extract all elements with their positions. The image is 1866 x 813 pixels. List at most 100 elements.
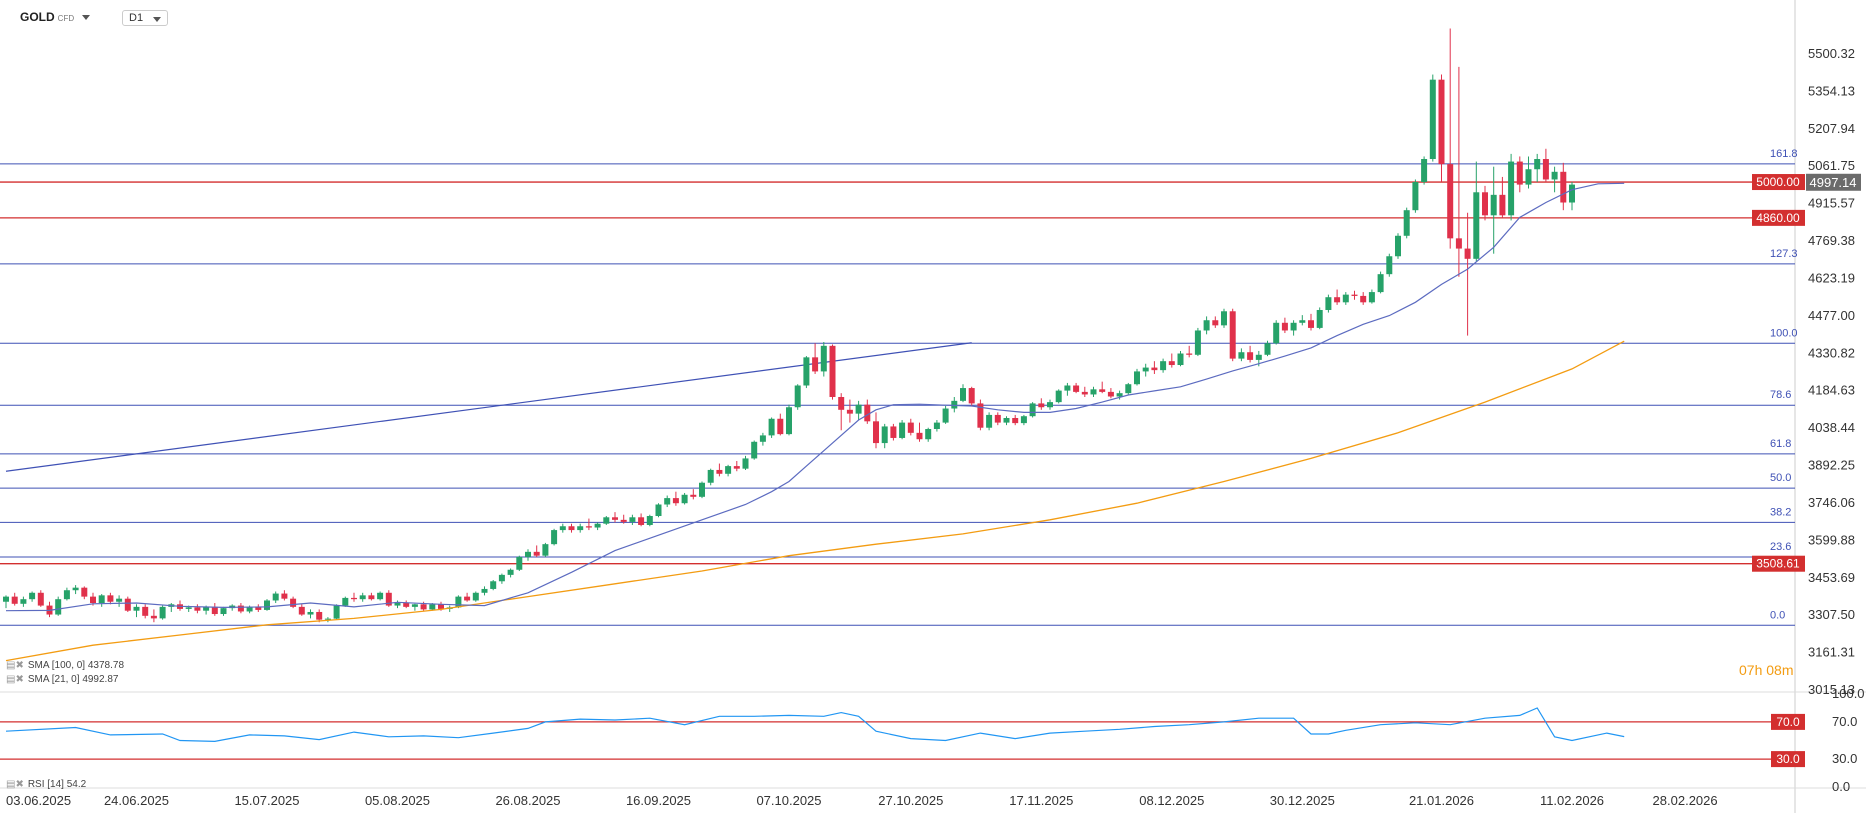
candle-body — [568, 526, 575, 531]
candle-body — [1569, 184, 1575, 203]
candle-body — [1090, 389, 1097, 395]
moving-averages — [5, 182, 1625, 662]
candle-body — [1560, 171, 1567, 203]
price-level-tag-label: 4860.00 — [1756, 211, 1800, 225]
candle-body — [220, 608, 227, 615]
rsi-tick-label: 0.0 — [1832, 779, 1850, 794]
candle-body — [455, 596, 462, 608]
rsi-tick-label: 30.0 — [1832, 751, 1857, 766]
candle-body — [55, 599, 62, 615]
legend-sma100[interactable]: ▤✖ SMA [100, 0] 4378.78 — [6, 660, 124, 671]
candle-body — [1177, 353, 1184, 366]
candle-body — [777, 418, 784, 435]
price-tick-label: 4038.44 — [1808, 420, 1855, 435]
rsi-panel: 100.0 70.0 30.0 0.0 70.0 30.0 — [0, 686, 1865, 794]
price-tick-label: 5207.94 — [1808, 121, 1855, 136]
candle-body — [1281, 322, 1288, 331]
candle-body — [63, 590, 70, 600]
candle-body — [725, 466, 732, 474]
candle-body — [699, 482, 705, 497]
timeframe-selector[interactable]: D1 — [122, 10, 169, 26]
candle-body — [907, 422, 914, 433]
time-axis[interactable]: 03.06.2025 24.06.2025 15.07.2025 05.08.2025… — [6, 793, 1718, 808]
price-tick-label: 5500.32 — [1808, 46, 1855, 61]
candle-body — [255, 606, 262, 610]
candle-body — [1168, 361, 1175, 366]
candle-body — [1377, 274, 1384, 293]
candle-body — [185, 607, 192, 609]
price-tick-label: 3015.13 — [1808, 682, 1855, 697]
candle-body — [429, 604, 436, 610]
candle-body — [551, 530, 558, 545]
candle-body — [733, 466, 740, 469]
fib-level-label: 127.3 — [1770, 248, 1798, 260]
candle-body — [516, 556, 523, 570]
candle-body — [472, 592, 479, 601]
candle-body — [672, 498, 679, 504]
trendline[interactable] — [5, 342, 972, 472]
candle-body — [411, 604, 418, 607]
rsi-tick-label: 100.0 — [1832, 686, 1865, 701]
date-tick-label: 08.12.2025 — [1139, 793, 1204, 808]
candle-body — [368, 595, 375, 600]
candle-body — [820, 345, 827, 372]
candle-body — [1116, 393, 1123, 397]
candle-body — [1229, 311, 1236, 359]
date-tick-label: 21.01.2026 — [1409, 793, 1474, 808]
timeframe-label: D1 — [129, 12, 144, 24]
price-tick-label: 3892.25 — [1808, 458, 1855, 473]
candle-body — [403, 603, 410, 607]
legend-sma21[interactable]: ▤✖ SMA [21, 0] 4992.87 — [6, 674, 118, 685]
candle-body — [1020, 416, 1027, 424]
date-tick-label: 07.10.2025 — [756, 793, 821, 808]
candle-body — [603, 517, 610, 524]
candle-body — [1525, 169, 1532, 185]
candle-body — [98, 595, 105, 604]
price-level-tag — [1752, 209, 1805, 226]
symbol-selector[interactable]: GOLD CFD — [20, 10, 91, 24]
candle-body — [498, 574, 505, 582]
price-levels[interactable]: 5000.00 4860.00 3508.61 — [0, 174, 1805, 572]
price-tick-label: 3161.31 — [1808, 645, 1855, 660]
candle-body — [1438, 79, 1445, 165]
price-tick-label: 5354.13 — [1808, 83, 1855, 98]
candle-body — [803, 357, 810, 386]
candle-body — [438, 604, 444, 609]
candle-body — [1551, 171, 1558, 180]
candle-body — [977, 403, 984, 428]
candle-body — [899, 422, 906, 438]
date-tick-label: 24.06.2025 — [104, 793, 169, 808]
candle-body — [1160, 361, 1167, 371]
price-axis[interactable]: 5500.32 5354.13 5207.94 5061.75 4915.57 4769.… — [1806, 46, 1861, 697]
candle-body — [1316, 309, 1323, 328]
candle-body — [420, 604, 427, 610]
settings-icon[interactable]: ▤✖ — [6, 674, 24, 685]
legend-sma21-label: SMA [21, 0] — [27, 674, 80, 685]
settings-icon[interactable]: ▤✖ — [6, 779, 24, 790]
legend-rsi[interactable]: ▤✖ RSI [14] 54.2 — [6, 779, 86, 790]
price-tick-label: 4477.00 — [1808, 308, 1855, 323]
sma21-line — [5, 182, 1625, 612]
candle-body — [133, 606, 140, 611]
candle-body — [768, 418, 775, 436]
candle-body — [1412, 182, 1419, 211]
candle-body — [559, 526, 566, 531]
candle-body — [203, 606, 210, 611]
sma100-line — [5, 340, 1625, 662]
candle-body — [1003, 417, 1010, 423]
date-tick-label: 16.09.2025 — [626, 793, 691, 808]
candle-body — [1534, 159, 1541, 170]
candle-body — [864, 404, 871, 422]
candle-body — [81, 587, 88, 597]
candle-body — [533, 551, 540, 556]
date-tick-label: 27.10.2025 — [878, 793, 943, 808]
current-price-tag — [1806, 173, 1861, 191]
candle-body — [1447, 164, 1454, 239]
candle-body — [960, 388, 966, 401]
candle-body — [29, 592, 36, 600]
candle-body — [72, 587, 79, 591]
settings-icon[interactable]: ▤✖ — [6, 660, 24, 671]
candle-body — [1308, 320, 1314, 328]
